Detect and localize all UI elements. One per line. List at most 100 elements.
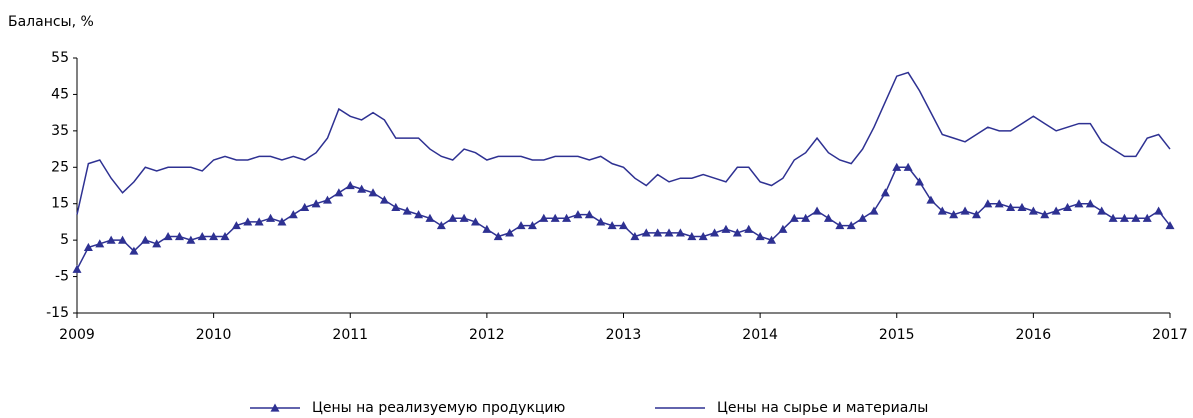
- marker: [619, 221, 628, 230]
- marker: [277, 217, 287, 226]
- marker: [1131, 213, 1141, 222]
- series-line: [76, 71, 1171, 215]
- marker: [345, 181, 355, 190]
- x-tick-label: 2012: [469, 327, 505, 343]
- marker: [607, 221, 617, 230]
- marker: [789, 213, 799, 222]
- y-tick-label: 35: [51, 123, 69, 139]
- marker: [95, 239, 105, 248]
- marker: [311, 199, 321, 208]
- marker: [767, 235, 777, 244]
- marker: [368, 188, 378, 197]
- marker: [220, 232, 230, 241]
- marker: [1040, 210, 1050, 219]
- marker: [710, 228, 720, 237]
- marker: [892, 162, 902, 171]
- x-tick-label: 2014: [742, 327, 778, 343]
- marker: [1085, 199, 1095, 208]
- marker: [402, 206, 412, 215]
- marker: [835, 221, 845, 230]
- y-tick-label: 25: [51, 159, 69, 175]
- marker: [721, 224, 731, 233]
- marker: [163, 232, 173, 241]
- marker: [641, 228, 651, 237]
- marker: [778, 224, 788, 233]
- marker: [687, 232, 697, 241]
- marker: [357, 184, 367, 193]
- marker: [243, 217, 253, 226]
- marker: [1097, 206, 1107, 215]
- marker: [596, 217, 606, 226]
- marker: [937, 206, 947, 215]
- marker: [630, 232, 640, 241]
- marker: [1074, 199, 1084, 208]
- marker: [1017, 202, 1027, 211]
- marker: [209, 232, 219, 241]
- x-tick-label: 2011: [332, 327, 368, 343]
- marker: [493, 232, 503, 241]
- marker: [869, 206, 879, 215]
- marker: [755, 232, 765, 241]
- marker: [880, 188, 890, 197]
- legend-label: Цены на сырье и материалы: [717, 400, 928, 416]
- marker: [539, 213, 549, 222]
- marker: [1006, 202, 1016, 211]
- marker: [584, 210, 594, 219]
- marker: [391, 202, 401, 211]
- y-tick-label: -5: [55, 269, 69, 285]
- y-tick-label: -15: [46, 305, 69, 321]
- x-tick-label: 2009: [59, 327, 95, 343]
- marker: [448, 213, 458, 222]
- marker: [994, 199, 1004, 208]
- marker: [129, 246, 139, 255]
- marker: [118, 235, 128, 244]
- marker: [664, 228, 674, 237]
- marker: [1142, 213, 1152, 222]
- marker: [926, 195, 936, 204]
- legend-label: Цены на реализуемую продукцию: [312, 400, 566, 416]
- marker: [231, 221, 241, 230]
- marker: [197, 232, 207, 241]
- x-tick-label: 2017: [1152, 327, 1188, 343]
- marker: [562, 213, 572, 222]
- marker: [573, 210, 583, 219]
- y-tick-label: 45: [51, 86, 69, 102]
- y-tick-label: 55: [51, 50, 69, 66]
- legend-marker: [270, 403, 280, 412]
- marker: [254, 217, 264, 226]
- marker: [527, 221, 537, 230]
- marker: [152, 239, 162, 248]
- marker: [1063, 202, 1073, 211]
- marker: [732, 228, 742, 237]
- marker: [322, 195, 332, 204]
- marker: [83, 242, 93, 252]
- marker: [1119, 213, 1129, 222]
- marker: [436, 221, 446, 230]
- marker: [1028, 206, 1038, 215]
- x-tick-label: 2015: [879, 327, 915, 343]
- marker: [960, 206, 970, 215]
- marker: [858, 213, 868, 222]
- y-tick-label: 5: [60, 232, 69, 248]
- marker: [334, 188, 344, 197]
- marker: [414, 210, 424, 219]
- marker: [1154, 206, 1164, 215]
- marker: [971, 210, 981, 219]
- series-line: [76, 166, 1171, 270]
- marker: [266, 213, 276, 222]
- marker: [698, 232, 708, 241]
- marker: [801, 213, 811, 222]
- x-tick-label: 2013: [606, 327, 642, 343]
- marker: [186, 235, 196, 244]
- marker: [983, 199, 993, 208]
- marker: [300, 202, 310, 211]
- y-axis-title: Балансы, %: [8, 14, 94, 30]
- marker: [174, 232, 184, 241]
- marker: [425, 213, 435, 222]
- marker: [516, 221, 526, 230]
- marker: [846, 221, 856, 230]
- marker: [106, 235, 116, 244]
- marker: [140, 235, 150, 244]
- marker: [903, 162, 913, 171]
